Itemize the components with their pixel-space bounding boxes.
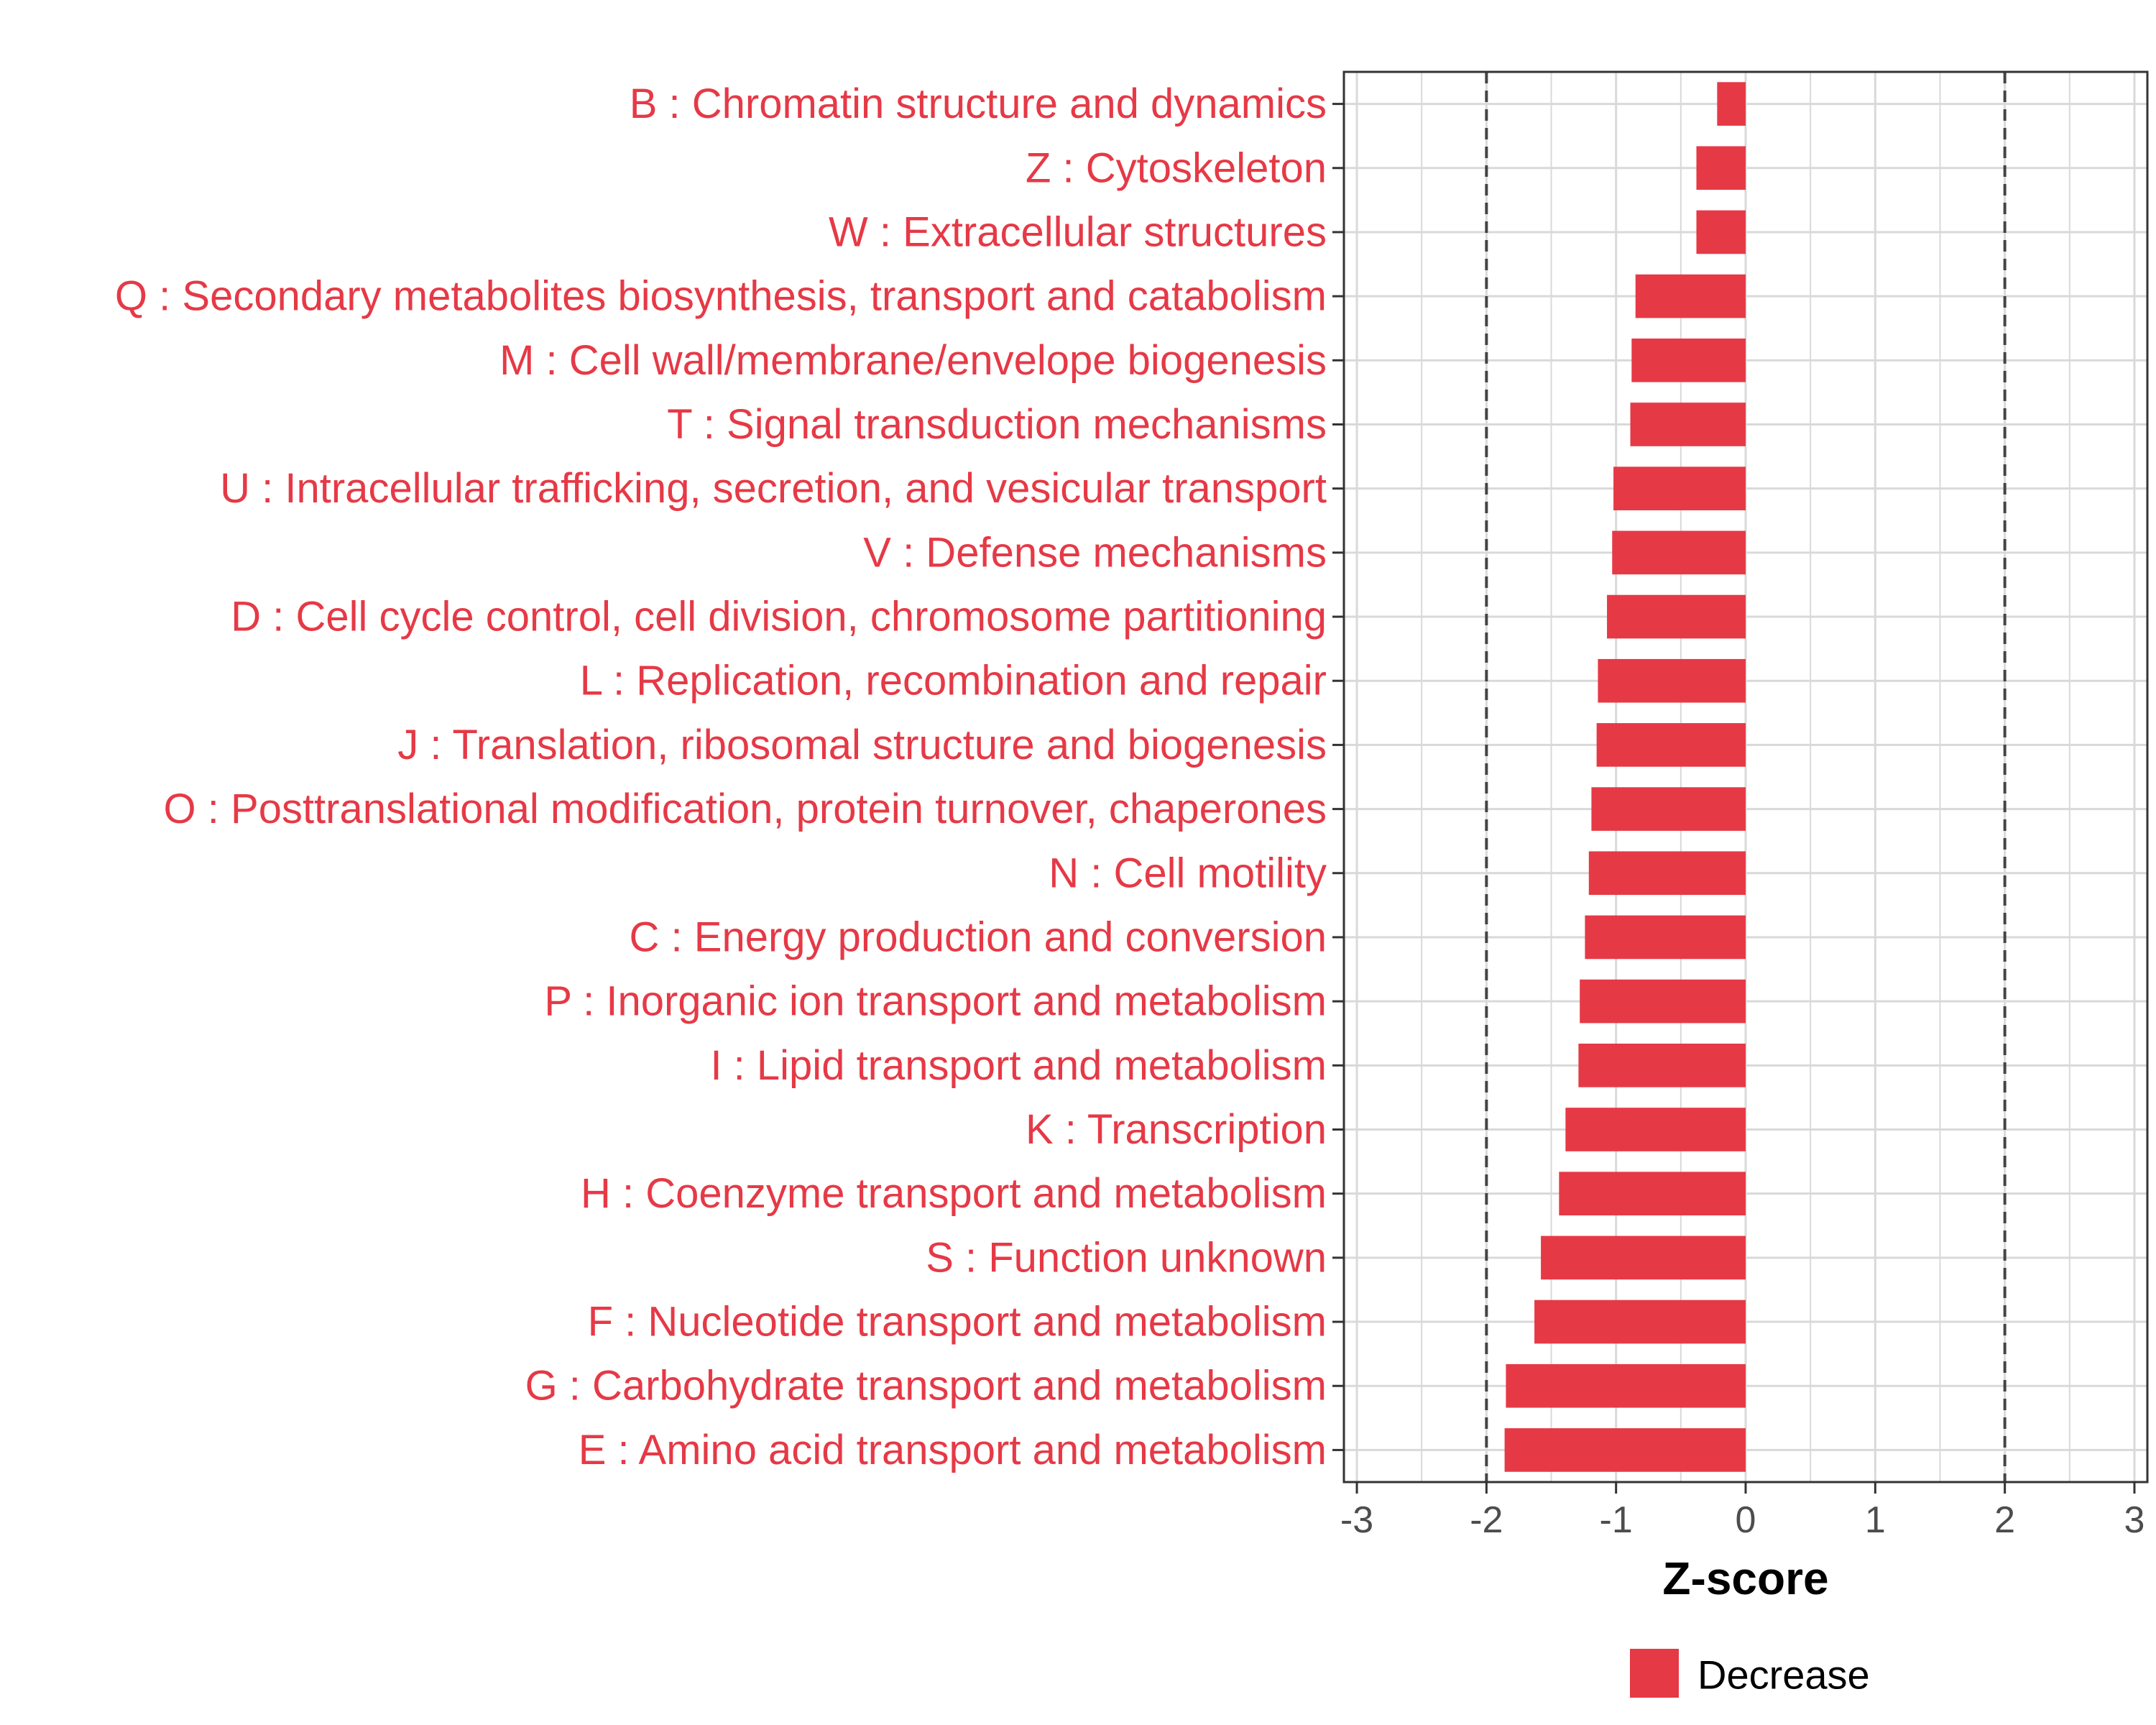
y-tick-label: J : Translation, ribosomal structure and… bbox=[397, 722, 1327, 768]
bar bbox=[1598, 658, 1746, 703]
bar bbox=[1585, 915, 1746, 960]
bar bbox=[1717, 82, 1746, 126]
y-tick-label: E : Amino acid transport and metabolism bbox=[579, 1427, 1327, 1473]
y-tick-label: U : Intracellular trafficking, secretion… bbox=[220, 465, 1327, 512]
y-tick-label: Z : Cytoskeleton bbox=[1026, 144, 1327, 191]
bar bbox=[1578, 1043, 1746, 1087]
y-tick-label: M : Cell wall/membrane/envelope biogenes… bbox=[499, 337, 1327, 384]
y-tick-label: P : Inorganic ion transport and metaboli… bbox=[544, 978, 1327, 1025]
bar bbox=[1612, 530, 1746, 575]
bar bbox=[1580, 979, 1746, 1024]
y-tick-label: W : Extracellular structures bbox=[829, 208, 1327, 255]
legend-label-decrease: Decrease bbox=[1697, 1652, 1870, 1698]
y-tick-label: D : Cell cycle control, cell division, c… bbox=[231, 594, 1327, 640]
y-tick-label: I : Lipid transport and metabolism bbox=[710, 1042, 1327, 1089]
legend: Decrease bbox=[1630, 1649, 1870, 1698]
bar bbox=[1591, 787, 1746, 831]
x-tick-label: 3 bbox=[2124, 1499, 2145, 1541]
y-tick-label: O : Posttranslational modification, prot… bbox=[164, 786, 1327, 832]
threshold-lines bbox=[1485, 72, 2007, 1482]
bar bbox=[1565, 1108, 1746, 1151]
bar bbox=[1504, 1428, 1746, 1472]
legend-swatch-decrease bbox=[1630, 1649, 1679, 1698]
bar bbox=[1588, 851, 1746, 896]
y-axis-labels: B : Chromatin structure and dynamics Z : … bbox=[115, 80, 1327, 1473]
bar bbox=[1541, 1236, 1746, 1280]
y-tick-label: L : Replication, recombination and repai… bbox=[580, 658, 1327, 704]
x-tick-label: 2 bbox=[1994, 1499, 2015, 1541]
y-tick-label: Q : Secondary metabolites biosynthesis, … bbox=[115, 273, 1327, 320]
bar bbox=[1506, 1363, 1746, 1408]
y-tick-label: N : Cell motility bbox=[1049, 850, 1327, 896]
bar bbox=[1696, 146, 1746, 190]
bar bbox=[1696, 210, 1746, 254]
x-tick-label: 0 bbox=[1736, 1499, 1756, 1541]
y-axis-ticks bbox=[1332, 103, 1344, 1451]
bar bbox=[1534, 1300, 1746, 1344]
bar bbox=[1607, 594, 1746, 639]
x-tick-label: 1 bbox=[1865, 1499, 1886, 1541]
y-tick-label: H : Coenzyme transport and metabolism bbox=[581, 1170, 1327, 1217]
x-axis-ticks: -3 -2 -1 0 1 2 3 bbox=[1340, 1482, 2145, 1541]
bar bbox=[1635, 274, 1746, 318]
x-tick-label: -2 bbox=[1470, 1499, 1503, 1541]
y-tick-label: V : Defense mechanisms bbox=[863, 529, 1327, 576]
y-tick-label: G : Carbohydrate transport and metabolis… bbox=[525, 1363, 1327, 1409]
bar bbox=[1613, 466, 1746, 511]
bar bbox=[1596, 723, 1746, 767]
bar bbox=[1631, 338, 1746, 382]
y-tick-label: T : Signal transduction mechanisms bbox=[667, 401, 1327, 448]
x-tick-label: -1 bbox=[1600, 1499, 1633, 1541]
y-tick-label: F : Nucleotide transport and metabolism bbox=[588, 1299, 1327, 1346]
y-tick-label: S : Function unknown bbox=[926, 1234, 1327, 1281]
bar bbox=[1630, 402, 1746, 446]
y-tick-label: C : Energy production and conversion bbox=[630, 914, 1327, 960]
bars bbox=[1504, 82, 1746, 1472]
bar bbox=[1559, 1172, 1746, 1216]
y-tick-label: B : Chromatin structure and dynamics bbox=[630, 80, 1327, 127]
x-axis-title: Z-score bbox=[1662, 1552, 1828, 1604]
x-tick-label: -3 bbox=[1340, 1499, 1373, 1541]
y-tick-label: K : Transcription bbox=[1026, 1106, 1327, 1153]
